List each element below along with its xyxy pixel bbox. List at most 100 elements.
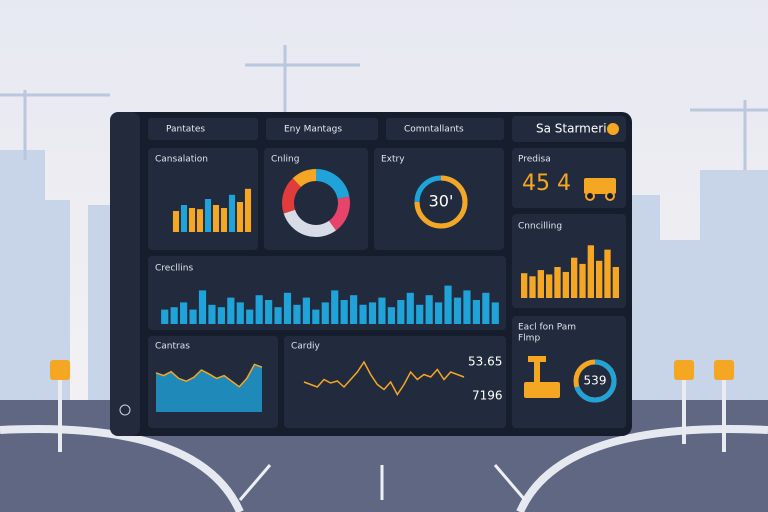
bar (482, 292, 490, 324)
bar (378, 297, 386, 324)
signs (50, 360, 734, 452)
dropdown-label: Comntallants (404, 125, 464, 135)
bar (537, 270, 544, 298)
bar (274, 307, 282, 324)
bar (246, 309, 254, 324)
dropdown[interactable] (148, 118, 258, 140)
bar (463, 290, 471, 324)
line-value: 7196 (472, 389, 503, 403)
bar (596, 260, 603, 298)
donut-slice (328, 196, 350, 231)
bar (196, 209, 204, 232)
dropdown-label: Pantates (166, 125, 205, 135)
line (155, 363, 263, 388)
bar (554, 267, 561, 298)
panel-title: Cnling (271, 155, 299, 165)
bar (387, 307, 395, 324)
kpi-value: 45 4 (522, 171, 571, 196)
bar (435, 302, 443, 324)
sidebar (110, 112, 140, 436)
dropdown-label: Eny Mantags (284, 125, 342, 135)
bar (472, 300, 480, 324)
city (0, 150, 768, 400)
panel-title: Crecllins (155, 264, 193, 274)
bar (416, 304, 424, 324)
bar (293, 304, 301, 324)
donut-slice (283, 209, 336, 237)
donut-slice (282, 178, 302, 214)
bar (204, 199, 212, 232)
bar (228, 194, 236, 232)
panel-title: Eacl fon Pam (518, 323, 576, 333)
panel-title: Cantras (155, 342, 190, 352)
bar (236, 302, 244, 324)
line-value: 53.65 (468, 355, 502, 369)
header-title: Sa Starmeri... (536, 122, 618, 136)
truck-icon (584, 178, 616, 201)
ring-label: 539 (584, 374, 607, 388)
lane-marks (238, 464, 527, 501)
bar (283, 292, 292, 324)
bar (227, 297, 235, 324)
bar (444, 285, 452, 324)
bar (244, 188, 252, 232)
bar (255, 295, 263, 324)
bar (170, 307, 178, 324)
bar (406, 292, 414, 324)
curb (0, 425, 768, 512)
toolbar: Pantates Eny Mantags Comntallants Sa Sta… (148, 116, 626, 142)
bar (198, 290, 207, 324)
bar (321, 302, 329, 324)
panel-subtitle: Flmp (518, 334, 540, 344)
header-box (512, 116, 626, 142)
bar (579, 263, 586, 298)
bar (189, 309, 197, 324)
rig-icon (524, 356, 560, 398)
bar (612, 267, 619, 298)
bar (236, 202, 244, 232)
donut-slice (292, 169, 317, 188)
bar (529, 276, 536, 298)
bar (350, 295, 358, 324)
bar (453, 297, 462, 324)
dropdown[interactable] (386, 118, 504, 140)
gauge-label: 30' (429, 192, 454, 211)
panel-title: Predisa (518, 155, 551, 165)
power-icon[interactable] (119, 404, 131, 416)
bar (265, 300, 273, 324)
bar (331, 290, 339, 324)
panel-title: Cansalation (155, 155, 208, 165)
bar (359, 304, 367, 324)
bar (161, 309, 169, 324)
bar (546, 274, 553, 298)
bar (180, 205, 188, 232)
bar (368, 302, 377, 324)
bar (491, 302, 499, 324)
bar (521, 273, 528, 298)
bar (571, 257, 578, 298)
bar (604, 249, 611, 298)
bar (397, 300, 405, 324)
bar (180, 302, 188, 324)
area (156, 364, 262, 412)
bar (587, 245, 594, 298)
bar (312, 309, 320, 324)
bar (188, 208, 196, 232)
panel-title: Extry (381, 155, 405, 165)
dropdown[interactable] (266, 118, 378, 140)
header-icon[interactable] (607, 123, 619, 135)
cranes (0, 45, 768, 170)
bar (172, 211, 180, 232)
bar (340, 300, 348, 324)
bar (425, 295, 433, 324)
bar (220, 208, 228, 232)
ring-progress (414, 175, 468, 229)
panel-title: Cnncilling (518, 222, 562, 232)
ring-progress (574, 359, 617, 403)
bar (212, 205, 220, 232)
bar (302, 297, 310, 324)
bar (562, 271, 569, 298)
line (303, 360, 465, 396)
